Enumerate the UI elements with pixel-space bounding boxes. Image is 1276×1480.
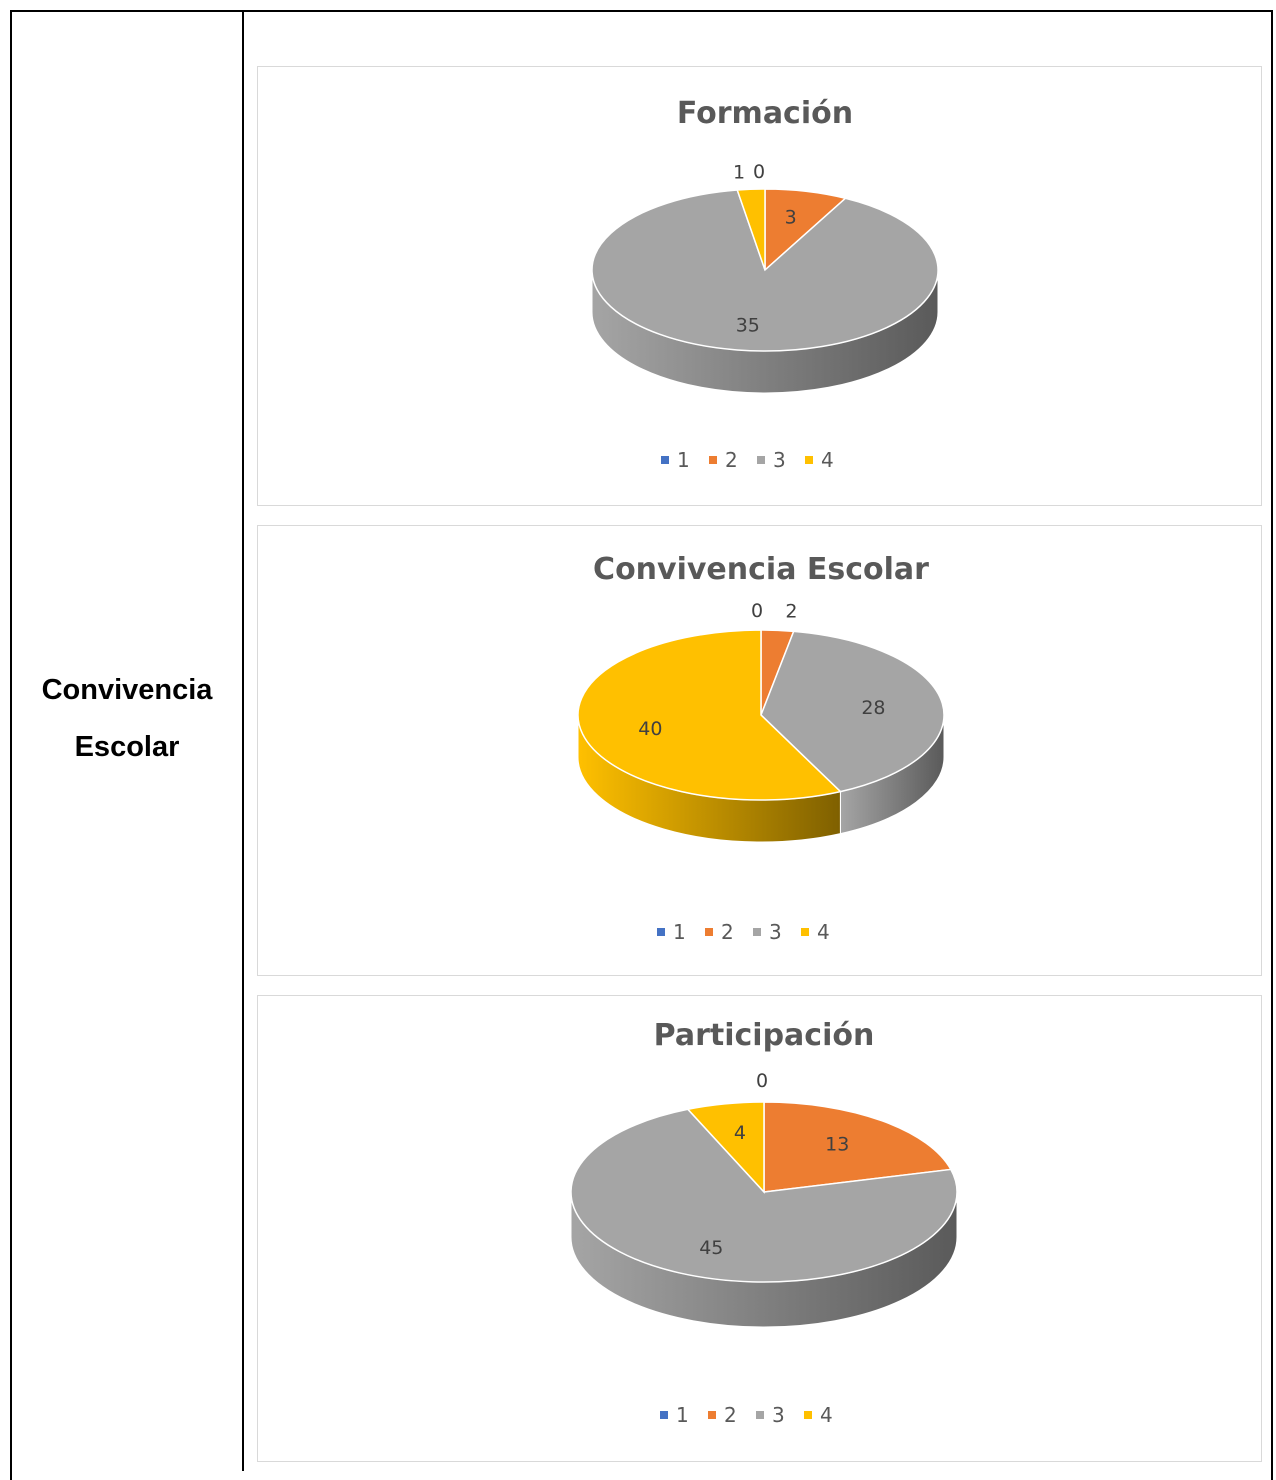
- legend-swatch-4: [804, 1411, 812, 1419]
- chart-formacion-svg: Formación 0 3 35 1 1 2 3 4: [591, 96, 939, 472]
- pie-slice-2: [763, 1101, 953, 1193]
- legend-swatch-1: [657, 928, 665, 936]
- legend-label-4: 4: [817, 920, 830, 944]
- legend-swatch-2: [708, 1411, 716, 1419]
- chart-title: Convivencia Escolar: [593, 552, 929, 587]
- row-label: Convivencia Escolar: [12, 662, 242, 776]
- chart-participacion-svg: Participación 0 13 45 4 1 2 3 4: [570, 1018, 958, 1427]
- data-label-3: 28: [861, 697, 885, 719]
- pie-slice-4: [577, 629, 842, 801]
- chart-formacion: Formación 0 3 35 1 1 2 3 4: [257, 66, 1262, 506]
- data-label-4: 40: [638, 718, 662, 740]
- data-label-4: 4: [734, 1122, 746, 1144]
- legend-label-1: 1: [677, 448, 690, 472]
- legend-swatch-4: [805, 456, 813, 464]
- row-label-line2: Escolar: [74, 731, 180, 763]
- data-label-1: 0: [756, 1070, 768, 1092]
- legend-label-1: 1: [673, 920, 686, 944]
- pie-slice-4: [686, 1101, 765, 1194]
- legend-label-1: 1: [676, 1403, 689, 1427]
- legend-swatch-1: [661, 456, 669, 464]
- pie-slice-3: [570, 1108, 958, 1283]
- pie-slice-4: [736, 188, 766, 271]
- pie-slice-3: [760, 630, 945, 793]
- column-divider: [242, 10, 244, 1471]
- table-frame: [10, 10, 1273, 1480]
- legend-label-3: 3: [772, 1403, 785, 1427]
- data-label-1: 0: [751, 600, 763, 622]
- legend-swatch-2: [709, 456, 717, 464]
- pie-slice-3: [591, 189, 939, 352]
- chart-title: Formación: [677, 96, 853, 131]
- data-label-3: 45: [699, 1237, 723, 1259]
- chart-convivencia-escolar: Convivencia Escolar 0 2 28 40 1 2 3 4: [257, 525, 1262, 976]
- legend-swatch-3: [756, 1411, 764, 1419]
- legend-label-3: 3: [769, 920, 782, 944]
- legend-label-4: 4: [821, 448, 834, 472]
- data-label-4: 1: [733, 161, 745, 183]
- legend-label-3: 3: [773, 448, 786, 472]
- data-label-1: 0: [753, 161, 765, 183]
- legend-label-2: 2: [725, 448, 738, 472]
- data-label-2: 2: [785, 600, 797, 622]
- legend-label-4: 4: [820, 1403, 833, 1427]
- data-label-3: 35: [736, 314, 760, 336]
- legend-swatch-3: [757, 456, 765, 464]
- legend-label-2: 2: [721, 920, 734, 944]
- data-label-2: 13: [825, 1134, 849, 1156]
- legend-swatch-2: [705, 928, 713, 936]
- row-label-line1: Convivencia: [41, 674, 213, 706]
- chart-participacion: Participación 0 13 45 4 1 2 3 4: [257, 995, 1262, 1462]
- chart-title: Participación: [654, 1018, 875, 1053]
- legend-swatch-4: [801, 928, 809, 936]
- legend-swatch-1: [660, 1411, 668, 1419]
- legend-swatch-3: [753, 928, 761, 936]
- data-label-2: 3: [785, 207, 797, 229]
- legend-label-2: 2: [724, 1403, 737, 1427]
